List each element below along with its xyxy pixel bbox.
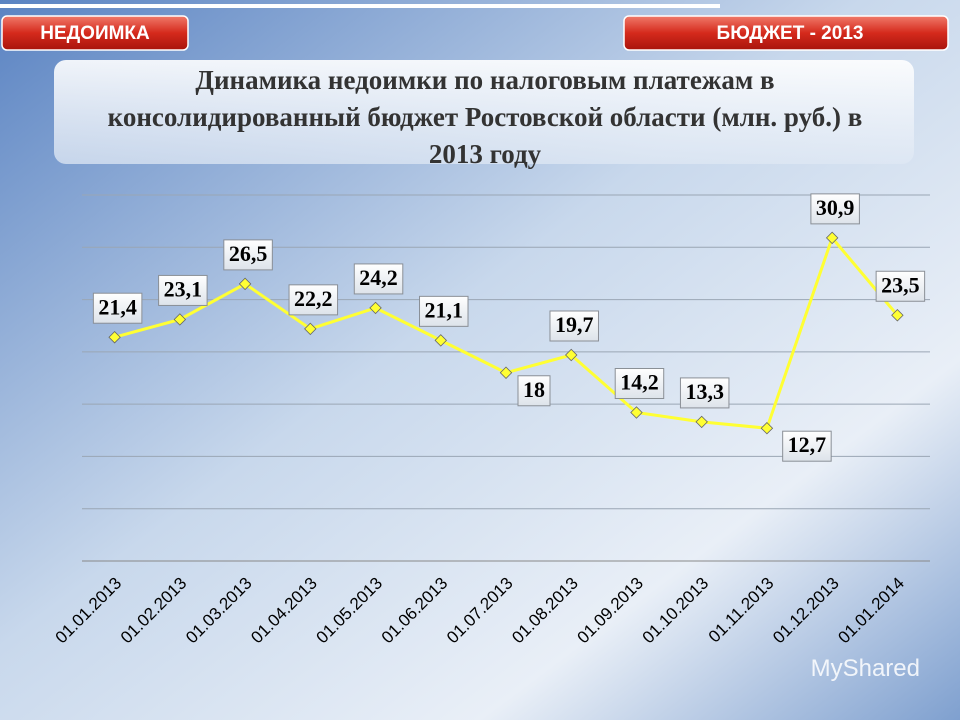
marker (108, 330, 121, 344)
value-label-box (419, 295, 469, 327)
right-tab-text: БЮДЖЕТ - 2013 (717, 23, 864, 44)
top-stripe (0, 4, 720, 8)
value-label-box (353, 263, 404, 295)
marker (434, 334, 447, 347)
watermark: MyShared (811, 655, 920, 682)
value-label: 23,5 (881, 272, 920, 297)
value-label: 24,2 (359, 265, 398, 290)
marker (238, 277, 252, 291)
value-label-box (158, 274, 208, 306)
value-label-box (92, 292, 143, 324)
value-label: 13,3 (685, 379, 724, 404)
value-label: 19,7 (555, 312, 594, 337)
marker (760, 421, 774, 435)
value-label-box (223, 239, 273, 271)
value-label-box (614, 368, 665, 400)
chart-title: Динамика недоимки по налоговым платежам … (107, 65, 863, 169)
marker (173, 313, 187, 326)
marker (499, 366, 513, 379)
left-tab (1, 15, 189, 51)
value-label: 23,1 (164, 276, 203, 301)
value-label-box (810, 193, 860, 225)
value-label: 21,1 (425, 297, 464, 322)
value-label: 21,4 (98, 294, 137, 319)
value-label: 12,7 (788, 432, 827, 457)
title-panel (54, 60, 914, 164)
marker (630, 406, 643, 419)
value-label-box (517, 375, 551, 407)
value-label-box (679, 377, 730, 409)
marker (565, 348, 578, 362)
value-label: 14,2 (620, 370, 659, 395)
marker (369, 301, 382, 315)
title-box: Динамика недоимки по налоговым платежам … (107, 65, 863, 169)
marker (825, 231, 839, 245)
value-label-box (782, 430, 832, 462)
value-label-box (288, 284, 339, 316)
marker (695, 415, 708, 429)
value-label-box (549, 310, 599, 342)
marker (891, 309, 904, 322)
value-label: 26,5 (229, 241, 268, 266)
left-tab-text: НЕДОИМКА (40, 23, 150, 44)
value-label: 18 (523, 377, 545, 402)
value-label: 30,9 (816, 195, 855, 220)
right-tab (623, 15, 949, 51)
marker (304, 322, 317, 336)
value-label: 22,2 (294, 286, 333, 311)
value-label-box (875, 270, 926, 302)
